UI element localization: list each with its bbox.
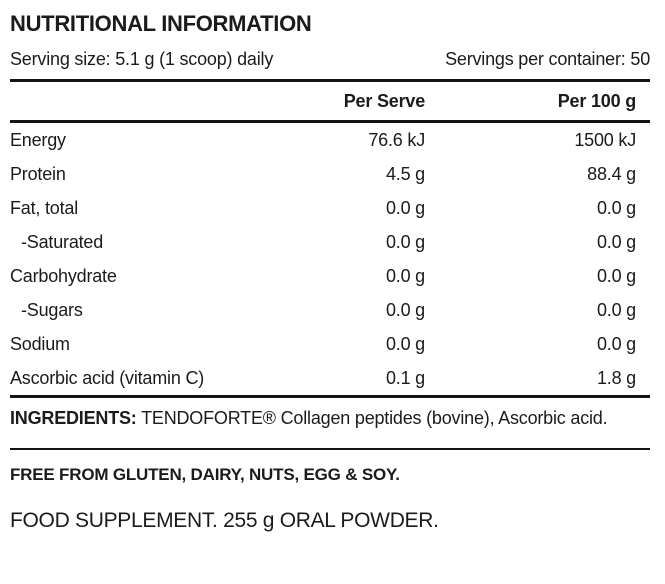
label-title: NUTRITIONAL INFORMATION (10, 11, 312, 36)
nutrient-rows: Energy 76.6 kJ 1500 kJ Protein 4.5 g 88.… (10, 123, 650, 395)
per-serve-value: 76.6 kJ (368, 129, 425, 150)
per-100g-value: 0.0 g (596, 231, 636, 252)
nutrient-row: Fat, total 0.0 g 0.0 g (10, 191, 650, 225)
nutrient-row: Ascorbic acid (vitamin C) 0.1 g 1.8 g (10, 361, 650, 395)
ingredients-label: INGREDIENTS: (10, 408, 137, 428)
per-100g-value: 88.4 g (587, 163, 636, 184)
nutrient-name: Ascorbic acid (vitamin C) (10, 367, 205, 388)
per-100g-value: 1.8 g (596, 367, 636, 388)
per-100g-value: 0.0 g (596, 299, 636, 320)
nutrient-name: Protein (10, 163, 66, 184)
nutrient-name: Energy (10, 129, 66, 150)
nutrient-row: Energy 76.6 kJ 1500 kJ (10, 123, 650, 157)
divider-ingredients (10, 448, 650, 450)
supplement-statement: FOOD SUPPLEMENT. 255 g ORAL POWDER. (10, 509, 439, 532)
divider-table-bottom (10, 395, 650, 398)
free-from-statement: FREE FROM GLUTEN, DAIRY, NUTS, EGG & SOY… (10, 465, 400, 484)
ingredients-text: TENDOFORTE® Collagen peptides (bovine), … (141, 408, 608, 428)
nutrient-name: -Sugars (21, 299, 83, 320)
column-header-per-100g: Per 100 g (557, 90, 636, 111)
per-serve-value: 0.0 g (385, 299, 425, 320)
divider-top (10, 79, 650, 82)
per-serve-value: 0.0 g (385, 265, 425, 286)
nutrient-row: Protein 4.5 g 88.4 g (10, 157, 650, 191)
ingredients-paragraph: INGREDIENTS: TENDOFORTE® Collagen peptid… (10, 407, 650, 430)
nutrient-row: -Sugars 0.0 g 0.0 g (10, 293, 650, 327)
per-100g-value: 1500 kJ (574, 129, 636, 150)
per-serve-value: 0.0 g (385, 231, 425, 252)
serving-size: Serving size: 5.1 g (1 scoop) daily (10, 49, 274, 69)
per-serve-value: 4.5 g (385, 163, 425, 184)
serving-info-row: Serving size: 5.1 g (1 scoop) daily Serv… (10, 49, 650, 69)
nutrient-name: Fat, total (10, 197, 79, 218)
servings-per-container: Servings per container: 50 (445, 49, 650, 69)
per-serve-value: 0.0 g (385, 197, 425, 218)
nutrient-row: -Saturated 0.0 g 0.0 g (10, 225, 650, 259)
nutrient-name: Carbohydrate (10, 265, 117, 286)
nutrient-row: Sodium 0.0 g 0.0 g (10, 327, 650, 361)
column-header-per-serve: Per Serve (343, 90, 425, 111)
table-header-row: Per Serve Per 100 g (10, 82, 650, 123)
per-100g-value: 0.0 g (596, 197, 636, 218)
per-100g-value: 0.0 g (596, 333, 636, 354)
nutrient-row: Carbohydrate 0.0 g 0.0 g (10, 259, 650, 293)
nutrient-name: Sodium (10, 333, 70, 354)
nutrient-name: -Saturated (21, 231, 104, 252)
per-serve-value: 0.1 g (385, 367, 425, 388)
per-serve-value: 0.0 g (385, 333, 425, 354)
per-100g-value: 0.0 g (596, 265, 636, 286)
